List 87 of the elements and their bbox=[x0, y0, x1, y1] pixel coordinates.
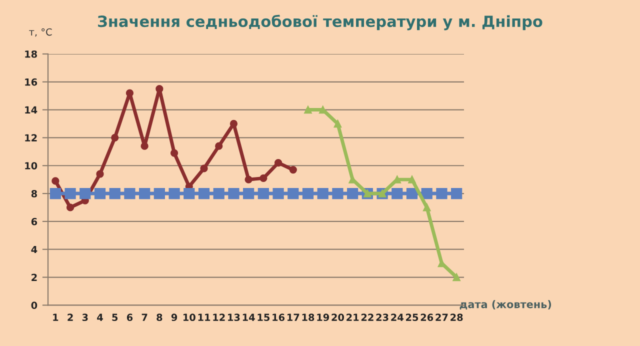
x-tick-label: 15 bbox=[258, 314, 270, 322]
point bbox=[140, 142, 148, 150]
chart-title: Значення седньодобової температури у м. Дніпро bbox=[98, 14, 542, 30]
point bbox=[302, 188, 314, 200]
x-tick-label: 4 bbox=[97, 314, 103, 321]
x-tick-label: 6 bbox=[126, 314, 133, 322]
point bbox=[423, 204, 431, 212]
x-tick-label: 26 bbox=[420, 314, 434, 322]
point bbox=[230, 120, 238, 128]
x-tick-label: 9 bbox=[171, 314, 178, 322]
y-tick-label: 6 bbox=[31, 218, 38, 226]
point bbox=[408, 176, 416, 184]
point bbox=[406, 188, 418, 200]
point bbox=[64, 188, 76, 200]
point bbox=[80, 188, 91, 200]
point bbox=[274, 159, 282, 167]
x-tick-label: 7 bbox=[142, 314, 148, 321]
y-tick-label: 8 bbox=[31, 190, 37, 198]
point bbox=[258, 188, 269, 200]
point bbox=[156, 85, 164, 93]
x-tick-label: 3 bbox=[82, 314, 88, 322]
x-tick-label: 10 bbox=[183, 314, 196, 322]
x-tick-label: 14 bbox=[242, 314, 255, 321]
x-tick-label: 25 bbox=[406, 314, 418, 322]
point bbox=[392, 188, 403, 200]
point bbox=[215, 142, 223, 150]
x-tick-label: 13 bbox=[228, 314, 240, 322]
x-tick-label: 5 bbox=[112, 314, 118, 322]
x-tick-label: 20 bbox=[332, 314, 344, 322]
x-tick-label: 19 bbox=[317, 314, 329, 322]
point bbox=[126, 89, 134, 97]
point bbox=[243, 188, 254, 200]
point bbox=[334, 120, 342, 128]
point bbox=[124, 188, 136, 200]
x-tick-label: 28 bbox=[450, 314, 463, 322]
x-tick-label: 11 bbox=[198, 314, 210, 321]
point bbox=[304, 106, 312, 114]
point bbox=[184, 188, 195, 200]
point bbox=[452, 273, 460, 282]
x-tick-label: 23 bbox=[376, 314, 388, 322]
x-tick-label: 12 bbox=[213, 314, 225, 321]
y-tick-label: 2 bbox=[32, 274, 37, 281]
point bbox=[50, 188, 61, 200]
point bbox=[139, 188, 150, 200]
y-tick-label: 18 bbox=[25, 50, 37, 58]
point bbox=[317, 188, 328, 200]
point bbox=[244, 176, 252, 184]
point bbox=[154, 188, 165, 200]
y-tick-label: 4 bbox=[31, 246, 38, 254]
x-tick-label: 2 bbox=[68, 314, 73, 321]
x-axis-title: дата (жовтень) bbox=[460, 300, 552, 310]
point bbox=[200, 164, 208, 172]
point bbox=[332, 188, 344, 200]
point bbox=[421, 188, 432, 200]
x-tick-label: 18 bbox=[302, 314, 314, 322]
point bbox=[347, 188, 358, 200]
y-tick-label: 16 bbox=[25, 78, 38, 86]
point bbox=[272, 188, 284, 200]
x-tick-label: 21 bbox=[346, 314, 359, 321]
point bbox=[288, 188, 299, 200]
point bbox=[289, 166, 297, 174]
point bbox=[96, 170, 104, 178]
y-axis-title: т, °С bbox=[29, 28, 52, 37]
x-tick-label: 27 bbox=[436, 314, 448, 321]
y-tick-label: 0 bbox=[31, 302, 38, 310]
point bbox=[109, 188, 120, 200]
x-tick-label: 17 bbox=[287, 314, 300, 321]
x-tick-label: 1 bbox=[53, 314, 58, 321]
point bbox=[52, 177, 60, 185]
point bbox=[260, 174, 268, 182]
x-tick-label: 22 bbox=[361, 314, 374, 321]
point bbox=[213, 188, 224, 200]
point bbox=[170, 149, 178, 157]
point bbox=[66, 204, 74, 212]
x-tick-label: 16 bbox=[272, 314, 285, 322]
y-tick-label: 12 bbox=[25, 134, 37, 142]
x-tick-label: 8 bbox=[156, 314, 162, 322]
point bbox=[436, 188, 448, 200]
point bbox=[198, 188, 210, 200]
x-tick-label: 24 bbox=[391, 314, 404, 321]
y-tick-label: 14 bbox=[25, 106, 38, 114]
point bbox=[111, 134, 119, 142]
point bbox=[94, 188, 106, 200]
y-tick-label: 10 bbox=[25, 162, 38, 170]
point bbox=[168, 188, 180, 200]
point bbox=[228, 188, 240, 200]
point bbox=[451, 188, 462, 200]
